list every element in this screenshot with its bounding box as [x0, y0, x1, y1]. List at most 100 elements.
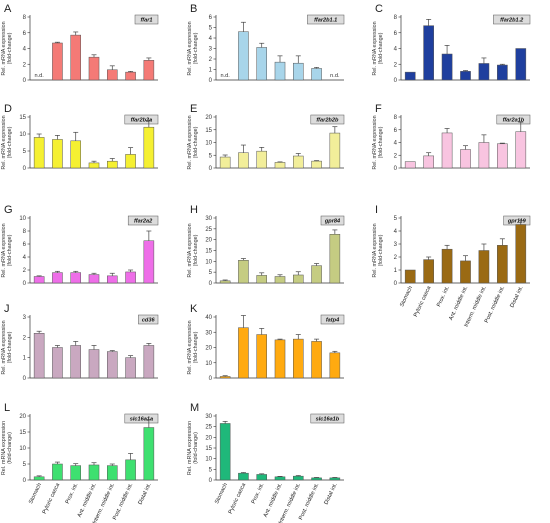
bar — [404, 269, 416, 284]
y-tick-label: 20 — [205, 115, 212, 121]
y-tick-label: 8 — [394, 115, 398, 121]
bar — [125, 154, 136, 169]
bar — [70, 140, 81, 169]
y-tick-label: 2 — [209, 57, 213, 63]
y-tick-label: 15 — [205, 249, 212, 255]
y-axis-label-line2: (fold-change) — [193, 331, 199, 363]
x-tick-label: Ant. middle int. — [263, 482, 284, 518]
y-tick-label: 25 — [205, 425, 212, 431]
y-tick-label: 2 — [394, 62, 398, 68]
x-tick-label: Prox. int. — [65, 482, 80, 505]
y-tick-label: 8 — [23, 229, 27, 235]
bar — [478, 142, 490, 169]
y-tick-label: 10 — [19, 446, 26, 452]
x-tick-label: Pyloric caeca — [228, 482, 248, 515]
panel-M: M Rel. mRNA expression (fold-change) 0 5 10 15… — [187, 402, 345, 523]
x-tick-label: Post. middle int. — [484, 285, 506, 324]
bar — [274, 276, 286, 284]
bar — [478, 250, 490, 284]
y-tick-label: 2 — [23, 268, 27, 274]
y-tick-label: 20 — [205, 238, 212, 244]
y-tick-label: 1 — [23, 356, 27, 362]
bar — [274, 61, 286, 81]
bar — [52, 42, 63, 81]
bar — [33, 276, 45, 284]
bar — [497, 245, 508, 284]
bar — [125, 459, 136, 481]
bar — [125, 357, 136, 379]
bar — [107, 160, 118, 169]
panel-I: I Rel. mRNA expression (fold-change) 0 1 2 3 4 5… — [372, 204, 531, 328]
y-tick-label: 6 — [394, 128, 398, 134]
bar — [256, 275, 267, 284]
y-axis-label-line2: (fold-change) — [193, 432, 199, 464]
bar — [143, 60, 155, 81]
y-axis-label-line1: Rel. mRNA expression — [187, 21, 193, 75]
y-tick-label: 6 — [209, 15, 213, 21]
bar — [143, 345, 155, 379]
bar — [423, 25, 434, 81]
y-tick-label: 0 — [209, 166, 213, 172]
y-axis-label-line1: Rel. mRNA expression — [1, 421, 7, 475]
bar — [238, 327, 249, 379]
y-axis-label-line2: (fold-change) — [7, 234, 13, 266]
bar — [70, 34, 81, 81]
y-tick-label: 0 — [209, 376, 213, 382]
bar — [238, 31, 249, 81]
bar — [515, 48, 527, 81]
y-axis-label-line1: Rel. mRNA expression — [372, 115, 378, 169]
bar — [107, 351, 118, 379]
bar — [219, 423, 231, 481]
bar — [497, 64, 508, 81]
y-tick-label: 2 — [394, 255, 398, 261]
bar — [441, 248, 453, 284]
y-tick-label: 0 — [23, 166, 27, 172]
gene-title-box — [493, 14, 531, 25]
y-tick-label: 1 — [394, 268, 398, 274]
panel-H: H Rel. mRNA expression (fold-change) 0 5 10 15… — [187, 204, 345, 287]
y-axis-label-line2: (fold-change) — [7, 331, 13, 363]
y-tick-label: 8 — [23, 15, 27, 21]
y-tick-label: 15 — [19, 115, 26, 121]
bar — [238, 472, 249, 481]
y-tick-label: 10 — [205, 457, 212, 463]
y-tick-label: 4 — [23, 47, 27, 53]
x-tick-label: Stomach — [214, 482, 229, 505]
y-axis-label-line2: (fold-change) — [378, 126, 384, 158]
y-axis-label-line2: (fold-change) — [193, 234, 199, 266]
bar — [256, 150, 267, 169]
bar — [311, 265, 322, 284]
y-tick-label: 15 — [205, 446, 212, 452]
bar — [143, 427, 155, 481]
bar — [293, 155, 304, 169]
panel-letter: F — [375, 103, 382, 115]
gene-title-box — [310, 413, 345, 424]
y-tick-label: 2 — [23, 335, 27, 341]
bar — [88, 162, 100, 169]
gene-title: ffar2a1b — [503, 118, 525, 124]
gene-title: gpr84 — [324, 219, 341, 225]
bar — [238, 152, 249, 169]
panel-B: B Rel. mRNA expression (fold-change) 0 1 2 3 4 5… — [187, 3, 345, 84]
y-tick-label: 25 — [205, 227, 212, 233]
bar — [33, 333, 45, 379]
y-tick-label: 5 — [209, 467, 213, 473]
bar — [329, 132, 341, 169]
bar — [70, 345, 81, 379]
bar — [293, 62, 304, 81]
y-axis-label-line2: (fold-change) — [378, 32, 384, 64]
y-tick-label: 20 — [19, 414, 26, 420]
y-tick-label: 0 — [23, 376, 27, 382]
y-axis-label-line1: Rel. mRNA expression — [187, 223, 193, 277]
y-axis-label-line1: Rel. mRNA expression — [1, 21, 7, 75]
y-tick-label: 0 — [209, 478, 213, 484]
x-tick-label: Post. middle int. — [112, 482, 134, 521]
y-axis-label-line1: Rel. mRNA expression — [1, 320, 7, 374]
bar — [404, 71, 416, 81]
gene-title: slc16a1b — [316, 417, 340, 423]
bar — [274, 339, 286, 379]
gene-title: ffar2b2a — [131, 118, 153, 124]
bar — [311, 68, 322, 81]
